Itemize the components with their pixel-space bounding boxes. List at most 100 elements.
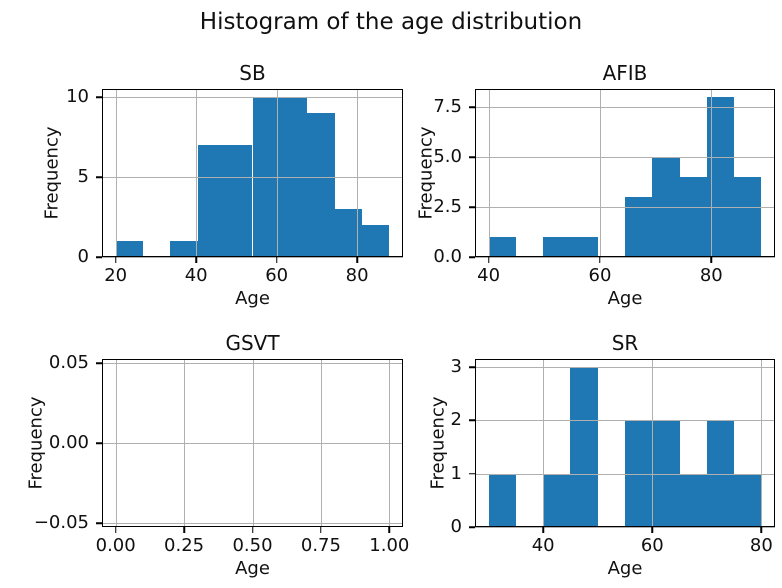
x-axis-label-sb: Age bbox=[235, 288, 270, 309]
y-tick-label: 5.0 bbox=[433, 146, 462, 167]
grid-line-vertical bbox=[711, 89, 713, 257]
grid-line-horizontal bbox=[102, 363, 403, 364]
x-tick-label: 0.75 bbox=[300, 535, 341, 556]
histogram-bar-sr bbox=[488, 473, 516, 527]
y-tick-mark bbox=[469, 419, 475, 422]
x-tick-label: 0.50 bbox=[232, 535, 273, 556]
subplot-title-gsvt: GSVT bbox=[225, 331, 280, 355]
grid-line-horizontal bbox=[475, 367, 775, 368]
grid-line-vertical bbox=[196, 89, 198, 257]
histogram-bar-afib bbox=[543, 237, 571, 257]
grid-line-horizontal bbox=[475, 157, 775, 158]
grid-line-vertical bbox=[599, 89, 601, 257]
x-tick-label: 60 bbox=[265, 265, 289, 286]
histogram-bar-sr bbox=[734, 473, 762, 527]
x-tick-label: 0.00 bbox=[95, 535, 136, 556]
grid-line-horizontal bbox=[102, 177, 403, 178]
histogram-bar-afib bbox=[570, 237, 598, 257]
x-tick-mark bbox=[114, 527, 117, 533]
grid-line-vertical bbox=[652, 359, 654, 527]
x-axis-label-gsvt: Age bbox=[235, 558, 270, 579]
y-tick-mark bbox=[96, 96, 102, 98]
y-tick-label: 0.00 bbox=[48, 432, 89, 453]
subplot-title-sb: SB bbox=[239, 61, 266, 85]
histogram-bar-sb bbox=[197, 145, 226, 257]
x-tick-mark bbox=[251, 527, 254, 533]
x-tick-label: 1.00 bbox=[369, 535, 410, 556]
histogram-bar-sb bbox=[115, 241, 144, 257]
x-tick-mark bbox=[487, 257, 490, 263]
y-tick-mark bbox=[96, 362, 102, 364]
y-tick-label: 1 bbox=[450, 462, 462, 484]
x-tick-mark bbox=[388, 527, 391, 533]
y-tick-label: 0.0 bbox=[433, 246, 462, 267]
grid-line-vertical bbox=[543, 359, 545, 527]
grid-line-horizontal bbox=[102, 97, 403, 98]
x-tick-label: 20 bbox=[104, 265, 128, 286]
y-tick-label: 2 bbox=[450, 409, 462, 431]
y-tick-label: 0.05 bbox=[48, 352, 89, 373]
x-tick-mark bbox=[275, 257, 278, 263]
y-tick-mark bbox=[96, 442, 102, 444]
x-tick-label: 60 bbox=[640, 535, 664, 556]
histogram-bar-sb bbox=[361, 225, 390, 257]
y-tick-label: 2.5 bbox=[433, 196, 462, 217]
x-tick-label: 40 bbox=[531, 535, 555, 556]
grid-line-horizontal bbox=[102, 523, 403, 524]
histogram-bar-sb bbox=[170, 241, 198, 257]
grid-line-vertical bbox=[276, 89, 278, 257]
y-tick-mark bbox=[469, 472, 475, 475]
grid-line-vertical bbox=[357, 89, 359, 257]
x-tick-mark bbox=[599, 257, 601, 263]
histogram-bar-sr bbox=[570, 367, 598, 527]
grid-line-vertical bbox=[115, 89, 117, 257]
histogram-bar-afib bbox=[488, 237, 516, 257]
histogram-bar-sr bbox=[679, 473, 707, 527]
histogram-bar-sb bbox=[307, 113, 335, 257]
histogram-bar-sr bbox=[543, 473, 571, 527]
y-tick-label: −0.05 bbox=[33, 512, 89, 533]
y-tick-mark bbox=[96, 176, 102, 178]
y-tick-mark bbox=[469, 526, 475, 528]
grid-line-horizontal bbox=[475, 420, 775, 422]
x-tick-mark bbox=[651, 527, 654, 533]
x-tick-mark bbox=[760, 527, 763, 533]
histogram-bar-sb bbox=[225, 145, 253, 257]
grid-line-horizontal bbox=[475, 107, 775, 108]
x-tick-label: 0.25 bbox=[164, 535, 205, 556]
x-tick-label: 80 bbox=[699, 265, 723, 286]
y-tick-mark bbox=[469, 106, 475, 108]
figure-title: Histogram of the age distribution bbox=[199, 9, 583, 35]
grid-line-horizontal bbox=[475, 257, 775, 258]
x-tick-label: 40 bbox=[184, 265, 208, 286]
x-tick-mark bbox=[183, 527, 185, 533]
x-tick-label: 60 bbox=[588, 265, 612, 286]
histogram-bar-afib bbox=[679, 177, 707, 257]
histogram-bar-afib bbox=[734, 177, 762, 257]
y-tick-mark bbox=[469, 256, 475, 258]
y-tick-label: 7.5 bbox=[433, 96, 462, 117]
grid-line-horizontal bbox=[475, 473, 775, 475]
y-tick-label: 0 bbox=[77, 246, 89, 267]
grid-line-vertical bbox=[761, 359, 763, 527]
x-tick-mark bbox=[710, 257, 713, 263]
y-axis-label-gsvt: Frequency bbox=[25, 396, 47, 490]
y-tick-label: 3 bbox=[450, 356, 462, 377]
y-tick-label: 0 bbox=[450, 516, 462, 537]
y-tick-mark bbox=[469, 206, 475, 208]
x-tick-mark bbox=[542, 527, 544, 533]
y-axis-label-afib: Frequency bbox=[415, 126, 437, 220]
grid-line-horizontal bbox=[102, 443, 403, 444]
x-tick-mark bbox=[356, 257, 358, 263]
grid-line-horizontal bbox=[475, 527, 775, 528]
histogram-bar-afib bbox=[625, 197, 653, 257]
y-tick-label: 10 bbox=[66, 86, 89, 107]
x-axis-label-afib: Age bbox=[607, 288, 643, 309]
y-tick-mark bbox=[469, 366, 475, 368]
x-tick-mark bbox=[320, 527, 322, 533]
x-tick-mark bbox=[195, 257, 197, 263]
y-axis-label-sb: Frequency bbox=[41, 126, 63, 220]
subplot-title-afib: AFIB bbox=[602, 61, 648, 85]
x-tick-label: 40 bbox=[477, 265, 501, 286]
